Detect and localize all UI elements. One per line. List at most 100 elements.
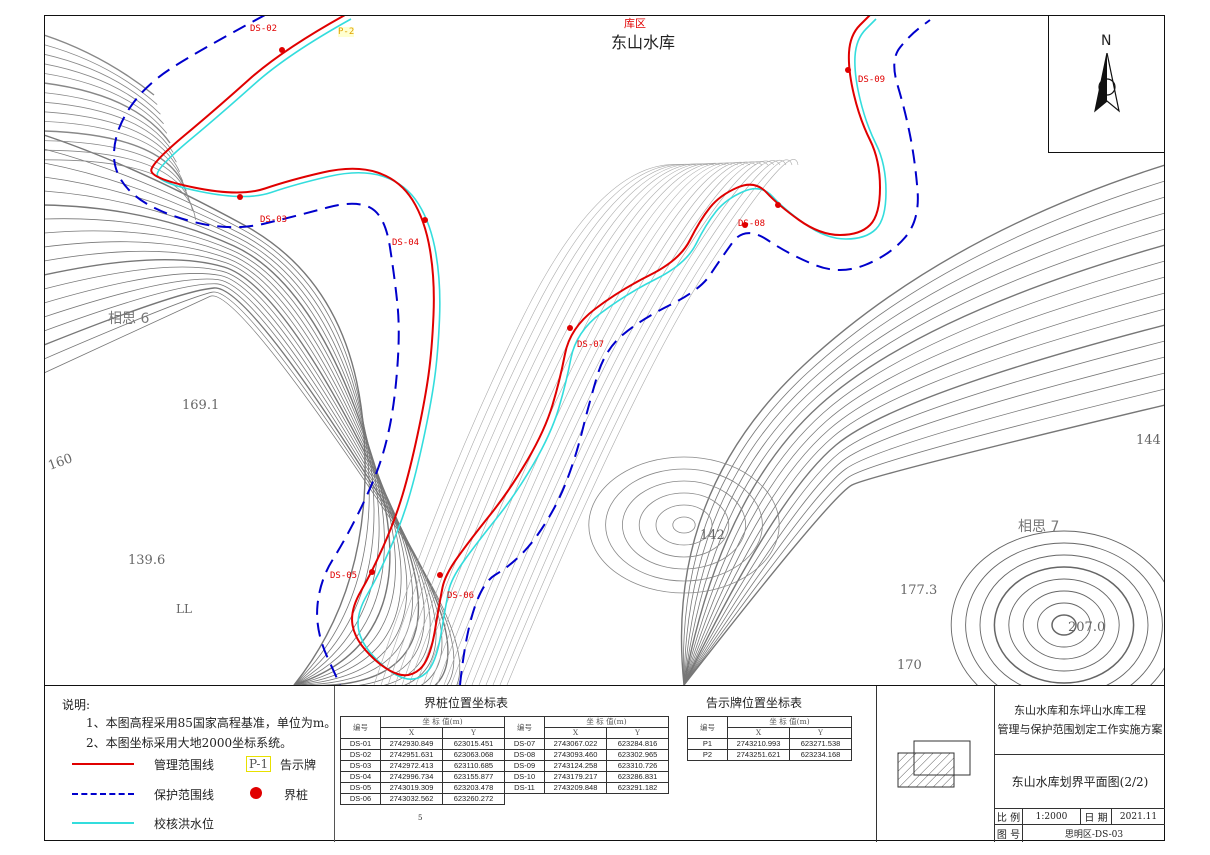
table-row: DS-04 2742996.734 623155.877 DS-10 2743179.2… (340, 771, 670, 783)
boundary-stake-marker (567, 325, 573, 331)
protection-boundary-line-right (459, 19, 931, 685)
col-header-y: Y (441, 727, 506, 739)
contour-line (394, 163, 703, 685)
north-arrow-box: N (1048, 15, 1165, 153)
elevation-label: 142 (700, 528, 725, 543)
table-cell: DS-06 (340, 793, 381, 805)
flood-line-swatch (72, 822, 134, 824)
contour-line (44, 218, 396, 685)
contour-line (979, 554, 1149, 685)
stake-label: DS-05 (330, 571, 358, 581)
table-cell: 623110.685 (441, 760, 506, 772)
elevation-label: 177.3 (900, 583, 938, 598)
table-cell: 2743067.022 (544, 738, 608, 750)
contour-line (1037, 602, 1091, 648)
table-cell: DS-09 (504, 760, 546, 772)
col-header-coord: 坐 标 值(m) (379, 716, 506, 728)
place-name: 相思 6 (108, 311, 150, 327)
notes-legend-panel: 说明: 1、本图高程采用85国家高程基准，单位为m。 2、本图坐标采用大地200… (44, 686, 336, 842)
table-cell: P1 (687, 738, 728, 750)
contour-line (44, 63, 164, 125)
table-cell: 623310.726 (606, 760, 670, 772)
stake-label: DS-06 (447, 591, 475, 601)
sign-table-title: 告示牌位置坐标表 (706, 696, 803, 710)
contour-line (457, 161, 757, 685)
boundary-stake-marker (369, 569, 375, 575)
reservoir-name: 东山水库 (611, 33, 676, 52)
contour-line (44, 176, 380, 685)
table-cell: DS-08 (504, 749, 546, 761)
contour-line (485, 160, 781, 685)
contour-line (408, 163, 715, 685)
table-row: DS-06 2743032.562 623260.272 (340, 793, 669, 805)
contour-line (429, 162, 733, 685)
management-boundary-line (150, 15, 882, 677)
table-row: DS-03 2742972.413 623110.685 DS-09 2743124.2… (340, 760, 670, 772)
stake-label: DS-09 (858, 75, 886, 85)
contour-line (44, 101, 177, 163)
management-line-swatch (72, 763, 134, 765)
table-cell: 2742996.734 (380, 771, 443, 783)
col-header-x: X (544, 727, 608, 739)
legend-management-line: 管理范围线 (154, 758, 215, 772)
contour-line (683, 276, 1165, 685)
title-block: 东山水库和东坪山水库工程 管理与保护范围划定工作实施方案 东山水库划界平面图(2… (876, 686, 1165, 842)
col-header-id: 编号 (687, 716, 728, 739)
contour-line (44, 134, 366, 685)
col-header-x: X (380, 727, 443, 739)
legend-sign: 告示牌 (280, 758, 317, 772)
contour-line (672, 516, 696, 534)
north-label: N (1101, 33, 1112, 49)
contour-line (622, 480, 747, 570)
table-footnote: 5 (418, 814, 423, 822)
table-cell (545, 794, 607, 805)
table-cell: DS-03 (340, 760, 381, 772)
stake-label: DS-08 (738, 219, 766, 229)
sign-label: P-2 (338, 27, 355, 37)
contour-line (44, 148, 370, 685)
table-row: DS-05 2743019.309 623203.478 DS-11 2743209.8… (340, 782, 670, 794)
table-cell: DS-07 (504, 738, 546, 750)
scale-value: 1:2000 (1022, 809, 1080, 825)
contour-line (605, 468, 763, 582)
legend-flood-line: 校核洪水位 (154, 817, 215, 831)
contour-line (965, 542, 1163, 685)
contour-line (380, 163, 691, 685)
contour-line (44, 92, 174, 153)
table-row: DS-02 2742951.631 623063.068 DS-08 2743093.4… (340, 749, 670, 761)
col-header-x: X (727, 727, 790, 739)
boundary-stake-marker (279, 47, 285, 53)
contour-lines (44, 34, 1165, 685)
stake-symbol (250, 787, 262, 799)
contour-line (683, 196, 1165, 685)
contour-line (450, 161, 751, 685)
table-row: P2 2743251.621 623234.168 (687, 749, 853, 761)
contour-line (44, 149, 193, 211)
table-row: P1 2743210.993 623271.538 (687, 738, 853, 750)
table-cell: 2743124.258 (544, 760, 608, 772)
table-row: DS-01 2742930.849 623015.451 DS-07 2743067.0… (340, 738, 670, 750)
elevation-label: 144 (1136, 433, 1161, 448)
legend-stake: 界桩 (284, 788, 309, 802)
drawing-frame (44, 15, 1165, 841)
table-cell: 623286.831 (606, 771, 670, 783)
elevation-label: 207.0 (1068, 620, 1106, 635)
contour-line (44, 266, 425, 685)
contour-line (44, 44, 158, 105)
boundary-stake-marker (422, 217, 428, 223)
table-cell: 623015.451 (441, 738, 506, 750)
drawing-no-label: 图 号 (994, 825, 1022, 842)
elevation-label: LL (176, 602, 192, 616)
table-cell: 623203.478 (441, 782, 506, 794)
table-cell: DS-05 (340, 782, 381, 794)
stake-label: DS-07 (577, 340, 605, 350)
table-cell: 2743032.562 (380, 793, 443, 805)
table-cell: 623284.816 (606, 738, 670, 750)
contour-line (44, 190, 385, 685)
contour-line (683, 356, 1165, 685)
contour-line (443, 162, 745, 685)
key-map-icon (897, 740, 970, 788)
contour-line (44, 111, 180, 172)
contour-line (401, 163, 709, 685)
